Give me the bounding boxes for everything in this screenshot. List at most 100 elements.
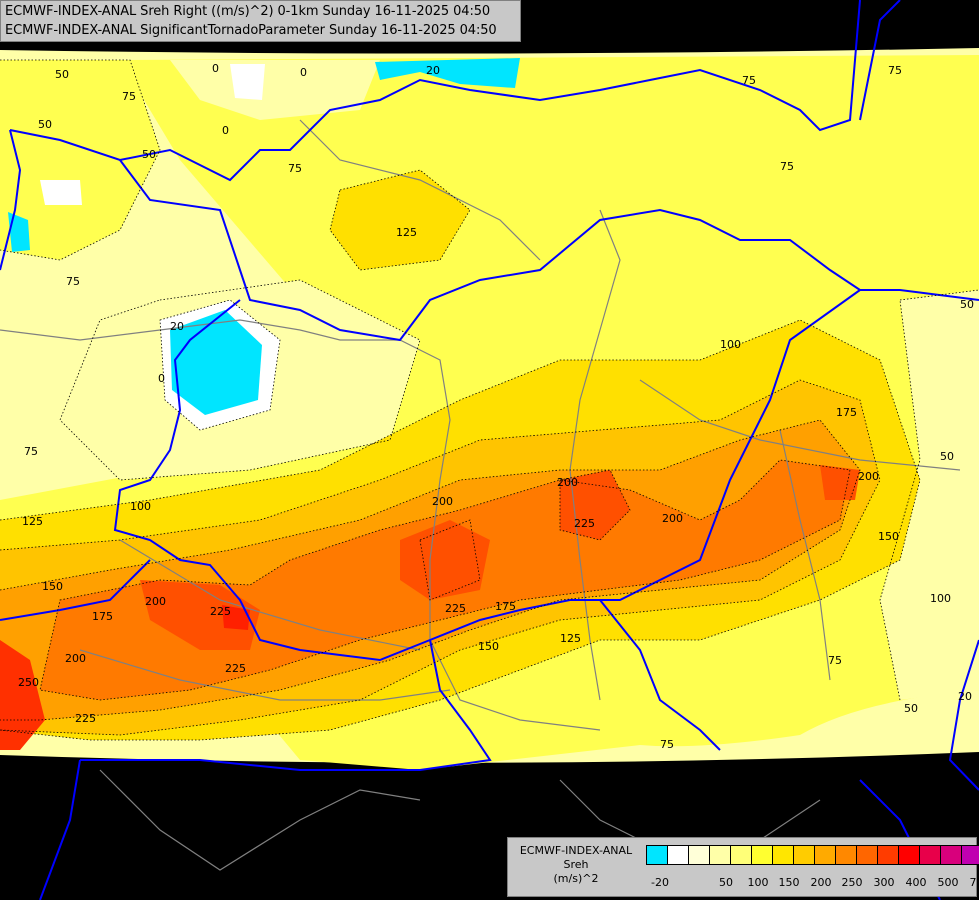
legend-swatch: [878, 846, 899, 864]
contour-label: 225: [574, 517, 595, 530]
contour-label: 75: [66, 275, 80, 288]
legend-tick-label: 50: [719, 876, 733, 889]
contour-line: [559, 469, 631, 541]
border-north: [9, 0, 861, 182]
core-red-orange-1: [140, 580, 260, 650]
legend-tick-label: -20: [651, 876, 669, 889]
color-legend: ECMWF-INDEX-ANAL Sreh (m/s)^2 -20 50 100 15…: [507, 837, 979, 897]
contour-label: 175: [836, 406, 857, 419]
contour-label: 200: [557, 476, 578, 489]
legend-tick-label: 400: [905, 876, 927, 889]
contour-label: 175: [495, 600, 516, 613]
region-cyan-west: [170, 310, 262, 415]
legend-swatch: [731, 846, 752, 864]
contour-label: 200: [662, 512, 683, 525]
border-west-1: [0, 129, 22, 271]
contour-label: 75: [780, 160, 794, 173]
contour-label: 20: [170, 320, 184, 333]
border-south-out: [39, 759, 81, 900]
contour-label: 75: [888, 64, 902, 77]
river-danube: [0, 319, 601, 731]
contour-line: [159, 299, 281, 431]
river-south: [99, 769, 421, 871]
contour-label: 20: [958, 690, 972, 703]
contour-label: 100: [930, 592, 951, 605]
legend-tick-label: 100: [747, 876, 769, 889]
contour-label: 75: [122, 90, 136, 103]
legend-swatch: [773, 846, 794, 864]
region-cyan-north: [375, 58, 520, 88]
map-title-box: ECMWF-INDEX-ANAL Sreh Right ((m/s)^2) 0-…: [0, 0, 521, 42]
legend-swatch: [962, 846, 979, 864]
contour-label: 200: [858, 470, 879, 483]
legend-color-bar: [646, 845, 979, 865]
contour-line: [419, 519, 481, 601]
region-white-north: [230, 64, 265, 100]
contour-label: 75: [24, 445, 38, 458]
contour-label: 150: [42, 580, 63, 593]
contour-label: 225: [225, 662, 246, 675]
contour-label: 225: [210, 605, 231, 618]
region-pale-right: [880, 290, 979, 700]
river-sava: [79, 649, 451, 701]
border-right: [948, 639, 979, 791]
legend-tick-label: 700: [969, 876, 979, 889]
contour-labels: 0 0 20507550500757520010012575757550507510…: [18, 62, 974, 751]
contour-line: [0, 319, 921, 741]
river-tisza: [569, 209, 621, 701]
legend-title-line-2: Sreh: [563, 858, 589, 871]
core-red-orange-4: [820, 465, 860, 500]
contour-label: 175: [92, 610, 113, 623]
contour-line: [59, 279, 421, 481]
contour-label: 200: [145, 595, 166, 608]
contour-label: 150: [478, 640, 499, 653]
contour-label: 150: [878, 530, 899, 543]
legend-swatch: [710, 846, 731, 864]
contour-label: 50: [960, 298, 974, 311]
legend-tick-label: 200: [810, 876, 832, 889]
contour-label: 100: [720, 338, 741, 351]
contour-line: [0, 59, 161, 261]
river-east: [639, 379, 961, 471]
contour-label: 125: [560, 632, 581, 645]
legend-tick-label: 300: [873, 876, 895, 889]
region-cyan-small: [8, 212, 30, 252]
contour-label: 50: [55, 68, 69, 81]
region-white-small: [40, 180, 82, 205]
legend-title-line-3: (m/s)^2: [553, 872, 599, 885]
contour-label: 250: [18, 676, 39, 689]
map-title-line-2: ECMWF-INDEX-ANAL SignificantTornadoParam…: [5, 23, 497, 38]
legend-swatch: [899, 846, 920, 864]
rivers: [0, 119, 961, 871]
legend-swatch: [920, 846, 941, 864]
contour-label: 125: [396, 226, 417, 239]
contour-label: 0: [158, 372, 165, 385]
contour-label: 50: [904, 702, 918, 715]
legend-tick-label: 150: [778, 876, 800, 889]
border-center: [119, 159, 979, 342]
region-yellow-orange-north: [330, 170, 470, 270]
border-sw: [0, 559, 151, 621]
contour-line: [39, 459, 851, 701]
contour-label: 225: [75, 712, 96, 725]
border-east: [599, 599, 721, 751]
contour-label: 20: [426, 64, 440, 77]
contour-label: 0: [222, 124, 229, 137]
border-far-east: [859, 0, 901, 121]
river-north: [299, 119, 541, 261]
contour-line: [0, 419, 861, 721]
contour-label: 200: [432, 495, 453, 508]
legend-swatch: [857, 846, 878, 864]
core-red-orange-2: [400, 520, 490, 600]
core-red-1: [222, 605, 250, 630]
contour-label: 50: [940, 450, 954, 463]
region-yellow-left: [0, 60, 160, 260]
legend-swatch: [836, 846, 857, 864]
contour-label: 0: [212, 62, 219, 75]
contour-label: 225: [445, 602, 466, 615]
river-drava: [119, 539, 421, 651]
legend-swatch: [647, 846, 668, 864]
contour-label: 75: [742, 74, 756, 87]
